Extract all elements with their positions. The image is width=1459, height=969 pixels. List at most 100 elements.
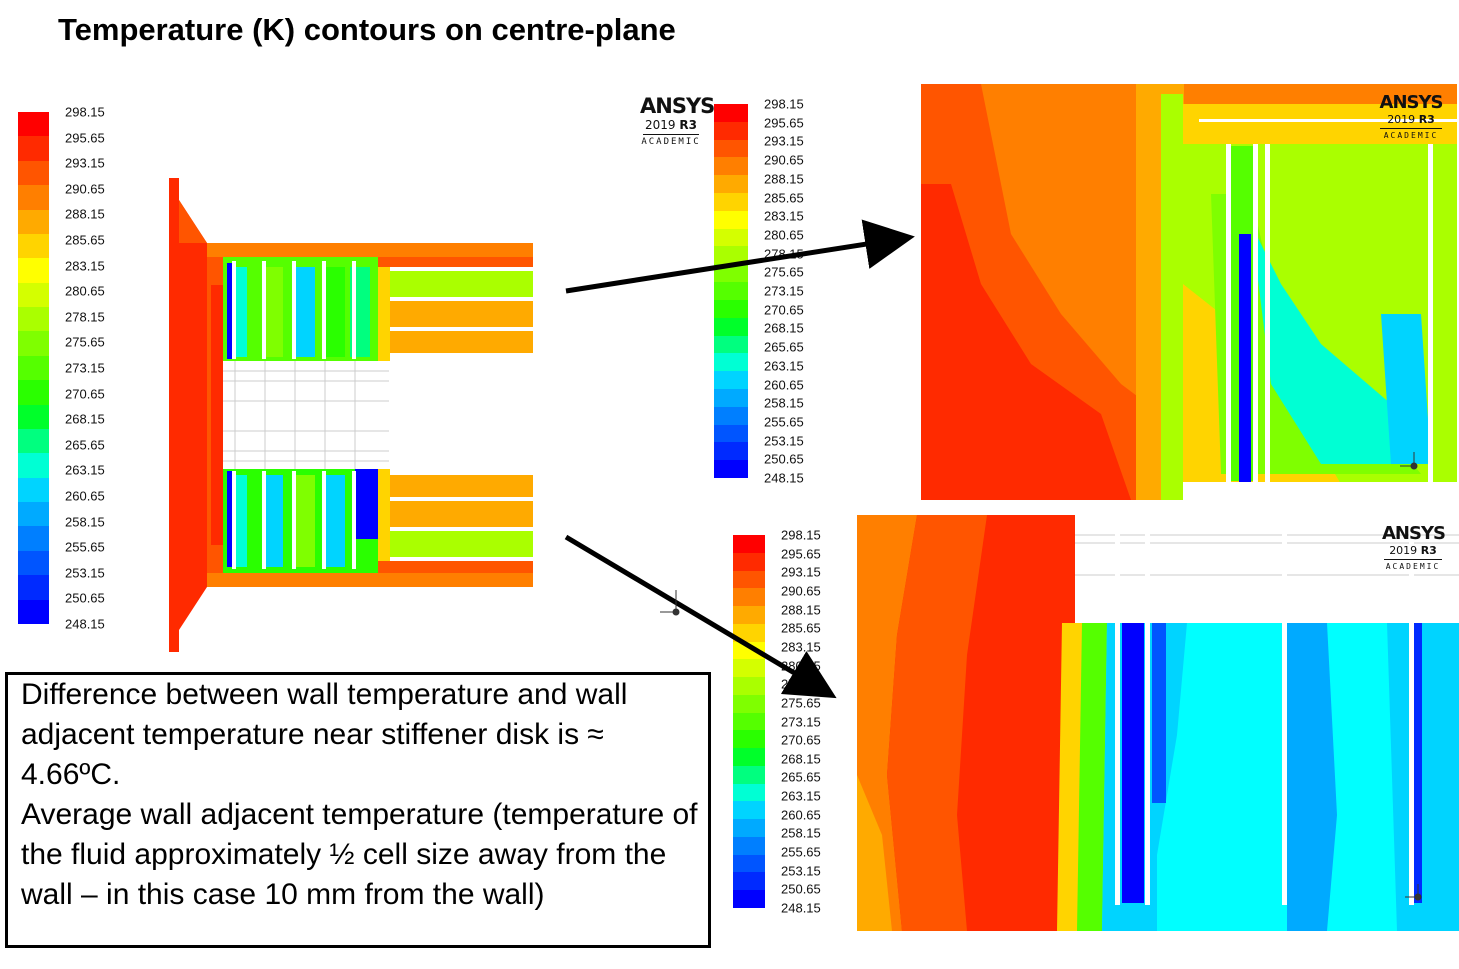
legend-swatch [714, 264, 748, 283]
legend-swatch [733, 730, 765, 749]
legend-tick-label: 280.65 [781, 658, 821, 674]
legend-swatch [733, 748, 765, 767]
legend-tick-label: 253.15 [764, 433, 804, 449]
legend-tick-label: 283.15 [764, 208, 804, 224]
legend-tick-label: 248.15 [781, 900, 821, 916]
note-line-1: Difference between wall temperature and … [21, 678, 628, 791]
legend-tick-label: 293.15 [781, 564, 821, 580]
legend-swatch [733, 854, 765, 873]
legend-swatch [18, 404, 49, 430]
legend-tick-label: 255.65 [781, 844, 821, 860]
legend-tick-label: 250.65 [781, 881, 821, 897]
legend-tick-label: 250.65 [65, 590, 105, 606]
legend-swatch [18, 599, 49, 625]
legend-tick-label: 275.65 [764, 264, 804, 280]
legend-tick-label: 260.65 [781, 807, 821, 823]
legend-tick-label: 260.65 [764, 377, 804, 392]
legend-tick-label: 248.15 [764, 470, 804, 486]
legend-swatch [714, 121, 748, 141]
legend-tick-label: 258.15 [65, 514, 105, 530]
legend-tick-label: 290.65 [65, 181, 105, 197]
legend-tick-label: 298.15 [764, 96, 804, 112]
legend-tick-label: 275.65 [781, 695, 821, 711]
legend-tick-label: 268.15 [65, 411, 105, 427]
legend-swatch [714, 282, 748, 301]
legend-tick-label: 290.65 [781, 583, 821, 599]
legend-swatch [18, 380, 49, 406]
legend-swatch [18, 185, 49, 211]
legend-tick-label: 258.15 [764, 395, 804, 411]
legend-swatch [18, 502, 49, 527]
legend-swatch [733, 783, 765, 802]
legend-swatch [733, 606, 765, 625]
legend-swatch [714, 157, 748, 176]
legend-tick-label: 295.65 [781, 546, 821, 562]
legend-tick-label: 248.15 [65, 616, 105, 632]
legend-swatch [18, 112, 49, 137]
legend-tick-label: 293.15 [764, 133, 804, 149]
legend-swatch [733, 694, 765, 714]
legend-swatch [714, 442, 748, 461]
legend-tick-label: 273.15 [65, 360, 105, 376]
legend-tick-label: 255.65 [65, 539, 105, 555]
legend-tick-label: 268.15 [764, 320, 804, 336]
legend-tick-label: 273.15 [781, 714, 821, 729]
legend-swatch [18, 575, 49, 601]
legend-swatch [714, 299, 748, 319]
legend-swatch [714, 406, 748, 426]
legend-swatch [714, 335, 748, 354]
legend-swatch [714, 317, 748, 336]
legend-swatch [714, 388, 748, 408]
legend-tick-label: 263.15 [764, 358, 804, 374]
legend-swatch [714, 371, 748, 390]
legend-tick-label: 278.15 [764, 246, 804, 262]
legend-tick-label: 298.15 [781, 527, 821, 543]
legend-tick-label: 293.15 [65, 155, 105, 171]
legend-swatch [733, 765, 765, 785]
legend-swatch [714, 193, 748, 212]
legend-tick-label: 278.15 [65, 309, 105, 325]
legend-tick-label: 283.15 [65, 258, 105, 274]
bottom-right-contour-plot [857, 515, 1459, 931]
legend-tick-label: 285.65 [781, 620, 821, 636]
legend-tick-label: 268.15 [781, 751, 821, 767]
legend-swatch [714, 246, 748, 265]
legend-tick-label: 265.65 [764, 339, 804, 355]
legend-swatch [18, 477, 49, 503]
legend-swatch [18, 331, 49, 357]
legend-tick-label: 260.65 [65, 488, 105, 504]
legend-tick-label: 295.65 [65, 130, 105, 146]
legend-tick-label: 258.15 [781, 825, 821, 841]
legend-swatch [18, 233, 49, 259]
legend-tick-label: 263.15 [65, 462, 105, 478]
legend-swatch [18, 453, 49, 479]
legend-swatch [733, 570, 765, 589]
legend-tick-label: 270.65 [781, 732, 821, 748]
axis-triad-icon [660, 590, 680, 616]
legend-swatch [18, 160, 49, 186]
legend-tick-label: 285.65 [764, 190, 804, 205]
legend-swatch [733, 801, 765, 820]
legend-swatch [714, 228, 748, 247]
legend-swatch [18, 550, 49, 576]
legend-tick-label: 298.15 [65, 104, 105, 120]
legend-tick-label: 275.65 [65, 334, 105, 350]
legend-swatch [733, 535, 765, 554]
legend-tick-label: 280.65 [764, 227, 804, 243]
legend-swatch [733, 623, 765, 643]
legend-tick-label: 288.15 [781, 602, 821, 618]
legend-swatch [733, 872, 765, 891]
legend-swatch [714, 104, 748, 123]
legend-tick-label: 253.15 [781, 863, 821, 879]
legend-swatch [733, 819, 765, 838]
legend-swatch [733, 712, 765, 731]
legend-swatch [18, 209, 49, 235]
legend-tick-label: 288.15 [65, 206, 105, 222]
legend-swatch [714, 353, 748, 372]
top-right-contour-plot [921, 84, 1457, 500]
legend-tick-label: 265.65 [65, 437, 105, 453]
ansys-logo: ANSYS 2019 R3 ACADEMIC [1382, 523, 1446, 571]
legend-swatch [18, 307, 49, 332]
legend-swatch [733, 659, 765, 678]
page-title: Temperature (K) contours on centre-plane [58, 12, 676, 47]
